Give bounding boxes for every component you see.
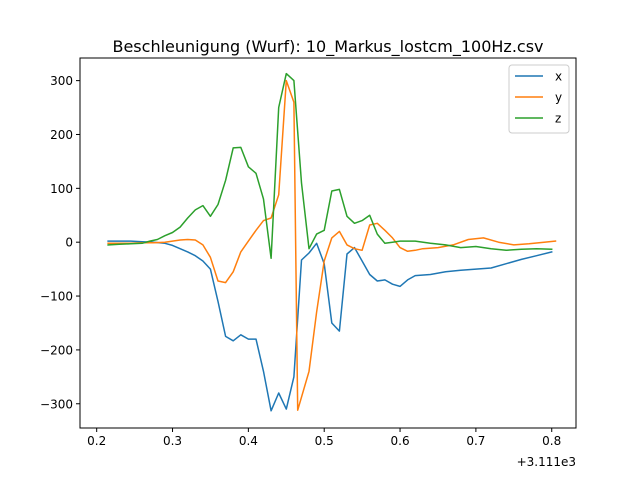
x-axis: 0.2 0.3 0.4 0.5 0.6 0.7 0.8 [87,428,561,448]
series-line-y [107,79,557,411]
y-tick-label: −300 [40,397,73,411]
x-axis-offset-label: +3.111e3 [517,455,576,469]
y-tick-label: 200 [50,128,73,142]
legend-label-x: x [555,70,562,84]
legend-label-z: z [555,112,561,126]
series-line-z [107,72,553,260]
x-tick-label: 0.2 [87,434,106,448]
chart-title: Beschleunigung (Wurf): 10_Markus_lostcm_… [112,37,543,57]
x-tick-label: 0.5 [315,434,334,448]
series-line-x [107,240,553,412]
y-axis: −300 −200 −100 0 100 200 300 [40,74,80,411]
y-tick-label: 0 [65,236,73,250]
axes-frame [79,57,577,429]
x-tick-label: 0.7 [466,434,485,448]
legend-box [508,64,570,134]
y-tick-label: 100 [50,182,73,196]
x-tick-label: 0.8 [542,434,561,448]
legend-label-y: y [555,91,562,105]
legend: xyz [508,64,570,134]
x-tick-label: 0.4 [239,434,258,448]
x-tick-label: 0.6 [391,434,410,448]
x-tick-label: 0.3 [163,434,182,448]
plot-area [107,72,557,412]
y-tick-label: 300 [50,74,73,88]
y-tick-label: −100 [40,290,73,304]
y-tick-label: −200 [40,343,73,357]
